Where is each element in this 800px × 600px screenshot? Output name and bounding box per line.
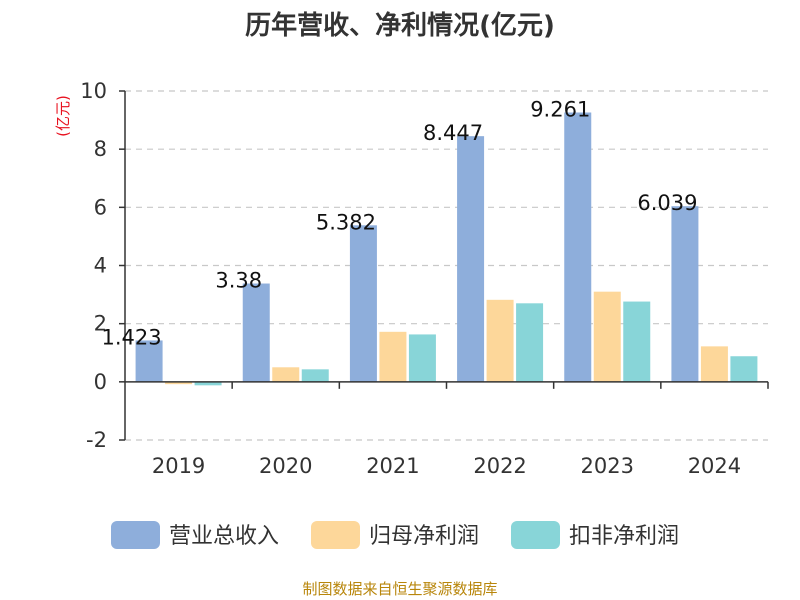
grid-lines — [125, 90, 768, 441]
bar-series-1 — [671, 206, 699, 382]
legend-item[interactable]: 扣非净利润 — [511, 521, 679, 549]
y-tick-label: 2 — [94, 312, 107, 336]
bar-series-2 — [165, 381, 193, 385]
data-label: 9.261 — [530, 97, 590, 121]
legend-item[interactable]: 营业总收入 — [111, 521, 279, 549]
y-tick-label: -2 — [86, 428, 107, 452]
bars — [135, 112, 758, 386]
data-label: 5.382 — [316, 210, 376, 234]
y-tick-label: 10 — [80, 79, 107, 103]
legend-label: 扣非净利润 — [569, 524, 679, 549]
y-tick-label: 0 — [94, 370, 107, 394]
bar-series-1 — [349, 225, 377, 382]
bar-series-2 — [700, 346, 728, 382]
bar-series-2 — [272, 367, 300, 382]
x-tick-label: 2022 — [473, 454, 526, 478]
bar-series-2 — [379, 331, 407, 382]
data-labels: 1.423 3.38 5.382 8.447 9.261 6.039 — [102, 97, 698, 349]
y-axis-unit: (亿元) — [54, 95, 72, 137]
legend-label: 营业总收入 — [169, 524, 279, 549]
data-label: 1.423 — [102, 325, 162, 349]
x-tick-label: 2023 — [581, 454, 634, 478]
y-tick-label: 4 — [94, 254, 107, 278]
bar-series-2 — [486, 299, 514, 382]
bar-series-1 — [135, 340, 163, 382]
x-tick-label: 2024 — [688, 454, 741, 478]
x-tick-label: 2020 — [259, 454, 312, 478]
data-label: 3.38 — [215, 269, 262, 293]
bar-series-3 — [301, 369, 329, 382]
bar-series-3 — [408, 334, 436, 382]
x-tick-label: 2019 — [152, 454, 205, 478]
bar-series-1 — [564, 112, 592, 382]
legend-swatch — [511, 521, 560, 549]
bar-series-2 — [593, 291, 621, 382]
legend-label: 归母净利润 — [369, 524, 479, 549]
bar-series-3 — [516, 303, 544, 382]
data-label: 8.447 — [423, 121, 483, 145]
bar-series-3 — [194, 381, 222, 386]
legend-swatch — [311, 521, 360, 549]
y-tick-label: 8 — [94, 137, 107, 161]
legend-item[interactable]: 归母净利润 — [311, 521, 479, 549]
legend-swatch — [111, 521, 160, 549]
chart-title: 历年营收、净利情况(亿元) — [245, 10, 555, 41]
source-note: 制图数据来自恒生聚源数据库 — [302, 580, 497, 598]
bar-series-1 — [457, 136, 485, 382]
bar-series-3 — [730, 356, 758, 382]
bar-series-1 — [242, 283, 270, 382]
y-tick-label: 6 — [94, 195, 107, 219]
legend: 营业总收入 归母净利润 扣非净利润 — [111, 521, 679, 549]
bar-series-3 — [623, 301, 651, 382]
x-tick-label: 2021 — [366, 454, 419, 478]
data-label: 6.039 — [637, 191, 697, 215]
axes: -2 0 2 4 6 8 10 2019 2020 2021 2022 2023 2024 — [80, 79, 769, 478]
